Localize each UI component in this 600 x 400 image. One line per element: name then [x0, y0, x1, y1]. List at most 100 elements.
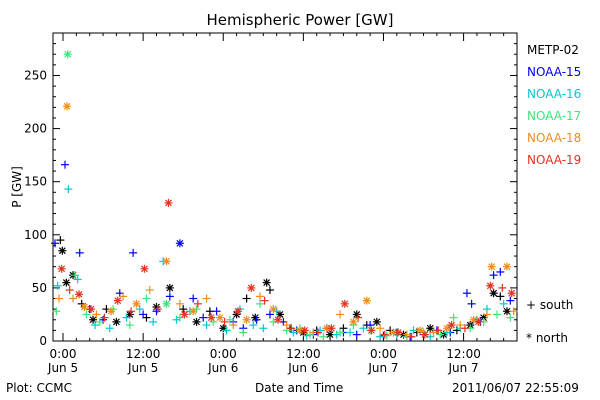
data-point-metp-02 — [56, 236, 65, 245]
data-point-noaa-19 — [153, 305, 162, 314]
x-tick-label-date: Jun 7 — [367, 361, 398, 375]
data-point-noaa-19 — [113, 296, 122, 305]
data-point-noaa-18 — [189, 307, 198, 316]
data-point-noaa-18 — [132, 299, 141, 308]
y-tick-label: 150 — [24, 175, 47, 189]
data-point-noaa-18 — [162, 257, 171, 266]
marker-north-label: * north — [526, 331, 569, 345]
data-point-noaa-19 — [75, 290, 84, 299]
data-point-noaa-19 — [420, 330, 429, 339]
data-point-noaa-19 — [247, 283, 256, 292]
y-tick-label: 100 — [24, 228, 47, 242]
data-point-noaa-19 — [127, 307, 136, 316]
x-tick-label-time: 12:00 — [286, 347, 321, 361]
data-point-metp-02 — [242, 294, 251, 303]
data-point-noaa-18 — [349, 317, 358, 326]
data-point-noaa-19 — [207, 313, 216, 322]
data-point-noaa-19 — [434, 326, 443, 335]
data-point-noaa-19 — [367, 326, 376, 335]
data-point-noaa-19 — [300, 326, 309, 335]
x-tick-label-time: 0:00 — [210, 347, 237, 361]
data-point-noaa-18 — [80, 303, 89, 312]
plot-credit: Plot: CCMC — [6, 381, 72, 395]
data-point-metp-02 — [496, 292, 505, 301]
x-tick-label-time: 0:00 — [370, 347, 397, 361]
data-point-noaa-17 — [449, 313, 458, 322]
data-point-metp-02 — [179, 305, 188, 314]
data-point-noaa-19 — [394, 328, 403, 337]
data-point-metp-02 — [489, 289, 498, 298]
data-point-noaa-19 — [273, 315, 282, 324]
data-point-noaa-15 — [212, 307, 221, 316]
data-point-noaa-19 — [287, 324, 296, 333]
data-point-noaa-15 — [75, 248, 84, 257]
data-point-noaa-18 — [429, 328, 438, 337]
data-point-noaa-18 — [215, 313, 224, 322]
data-point-noaa-15 — [129, 248, 138, 257]
data-point-metp-02 — [58, 246, 67, 255]
data-point-noaa-17 — [336, 328, 345, 337]
data-point-metp-02 — [372, 317, 381, 326]
x-tick-label-date: Jun 7 — [447, 361, 478, 375]
data-point-noaa-16 — [91, 321, 100, 330]
data-point-noaa-17 — [125, 321, 134, 330]
data-point-metp-02 — [112, 317, 121, 326]
data-point-noaa-18 — [376, 324, 385, 333]
data-point-noaa-19 — [507, 289, 516, 298]
data-point-metp-02 — [251, 313, 260, 322]
data-point-metp-02 — [265, 286, 274, 295]
data-point-noaa-18 — [502, 262, 511, 271]
data-point-noaa-19 — [87, 305, 96, 314]
data-point-metp-02 — [262, 278, 271, 287]
data-point-noaa-15 — [189, 294, 198, 303]
data-point-noaa-17 — [382, 331, 391, 340]
data-point-noaa-15 — [139, 310, 148, 319]
data-point-noaa-19 — [140, 264, 149, 273]
y-axis-label: P [GW] — [9, 166, 24, 208]
data-point-noaa-17 — [506, 313, 515, 322]
x-tick-label-date: Jun 6 — [287, 361, 318, 375]
data-point-noaa-17 — [71, 271, 80, 280]
data-point-metp-02 — [205, 307, 214, 316]
data-point-noaa-17 — [239, 328, 248, 337]
data-point-noaa-18 — [255, 292, 264, 301]
data-point-noaa-16 — [346, 328, 355, 337]
data-point-metp-02 — [165, 283, 174, 292]
data-point-noaa-18 — [119, 292, 128, 301]
data-point-noaa-16 — [409, 326, 418, 335]
data-point-noaa-19 — [193, 299, 202, 308]
data-point-noaa-17 — [225, 315, 234, 324]
data-point-noaa-15 — [61, 160, 70, 169]
data-point-noaa-18 — [269, 305, 278, 314]
data-point-noaa-19 — [100, 313, 109, 322]
data-point-noaa-15 — [51, 239, 60, 248]
data-point-noaa-17 — [492, 310, 501, 319]
x-axis-label: Date and Time — [255, 381, 344, 395]
data-point-noaa-17 — [436, 330, 445, 339]
data-point-noaa-18 — [145, 286, 154, 295]
data-point-noaa-19 — [327, 324, 336, 333]
data-point-noaa-18 — [442, 324, 451, 333]
data-point-noaa-15 — [489, 271, 498, 280]
data-point-noaa-18 — [336, 310, 345, 319]
data-point-noaa-18 — [482, 310, 491, 319]
data-point-noaa-19 — [380, 330, 389, 339]
marker-south-label: + south — [526, 298, 574, 312]
data-point-noaa-18 — [92, 310, 101, 319]
x-tick-label-time: 0:00 — [50, 347, 77, 361]
y-tick-label: 50 — [32, 281, 47, 295]
data-point-noaa-16 — [499, 299, 508, 308]
data-point-noaa-16 — [73, 275, 82, 284]
data-point-metp-02 — [502, 307, 511, 316]
data-point-noaa-19 — [180, 310, 189, 319]
data-point-noaa-15 — [175, 239, 184, 248]
plot-timestamp: 2011/06/07 22:55:09 — [452, 381, 579, 395]
data-point-metp-02 — [62, 278, 71, 287]
data-point-noaa-16 — [122, 313, 131, 322]
data-point-noaa-16 — [64, 185, 73, 194]
data-point-noaa-17 — [82, 310, 91, 319]
data-point-noaa-16 — [359, 324, 368, 333]
data-point-noaa-16 — [259, 324, 268, 333]
data-point-noaa-18 — [107, 307, 116, 316]
